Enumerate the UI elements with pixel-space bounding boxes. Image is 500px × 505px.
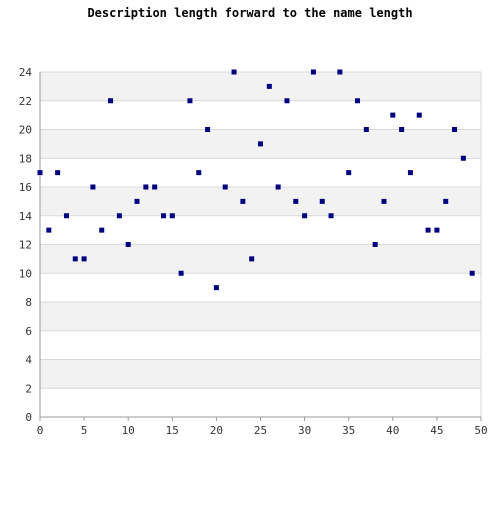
data-point bbox=[258, 141, 263, 147]
data-point bbox=[108, 98, 114, 104]
data-point bbox=[90, 184, 96, 190]
data-point bbox=[240, 198, 246, 204]
data-point bbox=[416, 112, 422, 118]
y-tick-label: 6 bbox=[25, 325, 32, 338]
plot-band bbox=[40, 215, 481, 245]
data-point bbox=[169, 213, 175, 219]
data-point bbox=[425, 227, 431, 233]
plot-band bbox=[40, 330, 481, 360]
data-point bbox=[152, 184, 158, 190]
data-point bbox=[72, 256, 78, 262]
data-point bbox=[372, 242, 378, 247]
y-tick-label: 20 bbox=[19, 124, 32, 137]
data-point bbox=[293, 198, 299, 204]
data-point bbox=[99, 227, 105, 233]
x-tick-label: 5 bbox=[81, 424, 88, 437]
data-point bbox=[196, 170, 202, 176]
data-point bbox=[134, 198, 140, 204]
x-tick-label: 20 bbox=[210, 424, 223, 437]
plot-band bbox=[40, 72, 481, 101]
data-point bbox=[266, 83, 272, 89]
data-point bbox=[116, 213, 122, 219]
data-point bbox=[381, 198, 387, 204]
data-point bbox=[434, 227, 440, 233]
x-tick-label: 50 bbox=[474, 424, 487, 437]
y-tick-label: 22 bbox=[19, 95, 32, 108]
data-point bbox=[452, 127, 458, 132]
y-tick-label: 10 bbox=[19, 267, 32, 280]
data-point bbox=[178, 270, 184, 276]
plot-band bbox=[40, 302, 481, 331]
plot-band bbox=[40, 187, 481, 216]
y-tick-label: 18 bbox=[19, 152, 32, 165]
plot-band bbox=[40, 100, 481, 130]
data-point bbox=[390, 112, 396, 118]
y-tick-label: 16 bbox=[19, 181, 32, 194]
data-point bbox=[249, 256, 255, 262]
data-point bbox=[302, 213, 308, 219]
data-point bbox=[125, 242, 131, 247]
plot-band bbox=[40, 158, 481, 187]
data-point bbox=[337, 69, 343, 75]
y-tick-label: 12 bbox=[19, 239, 32, 252]
data-point bbox=[469, 270, 475, 276]
plot-band bbox=[40, 244, 481, 274]
data-point bbox=[363, 127, 369, 132]
x-tick-label: 40 bbox=[386, 424, 399, 437]
data-point bbox=[275, 184, 281, 190]
data-point bbox=[319, 198, 325, 204]
data-point bbox=[346, 170, 352, 176]
data-point bbox=[160, 213, 166, 219]
y-tick-label: 24 bbox=[19, 66, 33, 79]
y-tick-label: 14 bbox=[19, 210, 33, 223]
y-tick-label: 0 bbox=[25, 411, 32, 424]
data-point bbox=[443, 198, 449, 204]
x-tick-label: 25 bbox=[254, 424, 267, 437]
data-point bbox=[407, 170, 413, 176]
data-point bbox=[213, 285, 219, 291]
data-point bbox=[205, 127, 211, 132]
y-tick-label: 4 bbox=[25, 354, 32, 367]
y-tick-label: 2 bbox=[25, 382, 32, 395]
x-tick-label: 30 bbox=[298, 424, 311, 437]
data-point bbox=[328, 213, 334, 219]
x-tick-label: 0 bbox=[37, 424, 44, 437]
plot-band bbox=[40, 273, 481, 302]
plot-band bbox=[40, 359, 481, 389]
x-tick-label: 35 bbox=[342, 424, 355, 437]
data-point bbox=[37, 170, 43, 176]
data-point bbox=[46, 227, 52, 233]
x-tick-label: 10 bbox=[122, 424, 135, 437]
data-point bbox=[55, 170, 61, 176]
chart-title: Description length forward to the name l… bbox=[87, 6, 413, 20]
data-point bbox=[187, 98, 193, 104]
data-point bbox=[399, 127, 405, 132]
data-point bbox=[310, 69, 316, 75]
x-tick-label: 15 bbox=[166, 424, 179, 437]
data-point bbox=[284, 98, 290, 104]
data-point bbox=[222, 184, 228, 190]
data-point bbox=[231, 69, 237, 75]
data-point bbox=[81, 256, 87, 262]
data-point bbox=[143, 184, 149, 190]
x-tick-label: 45 bbox=[430, 424, 443, 437]
data-point bbox=[355, 98, 361, 104]
data-point bbox=[460, 155, 466, 161]
data-point bbox=[63, 213, 69, 219]
y-tick-label: 8 bbox=[25, 296, 32, 309]
plot-band bbox=[40, 388, 481, 417]
